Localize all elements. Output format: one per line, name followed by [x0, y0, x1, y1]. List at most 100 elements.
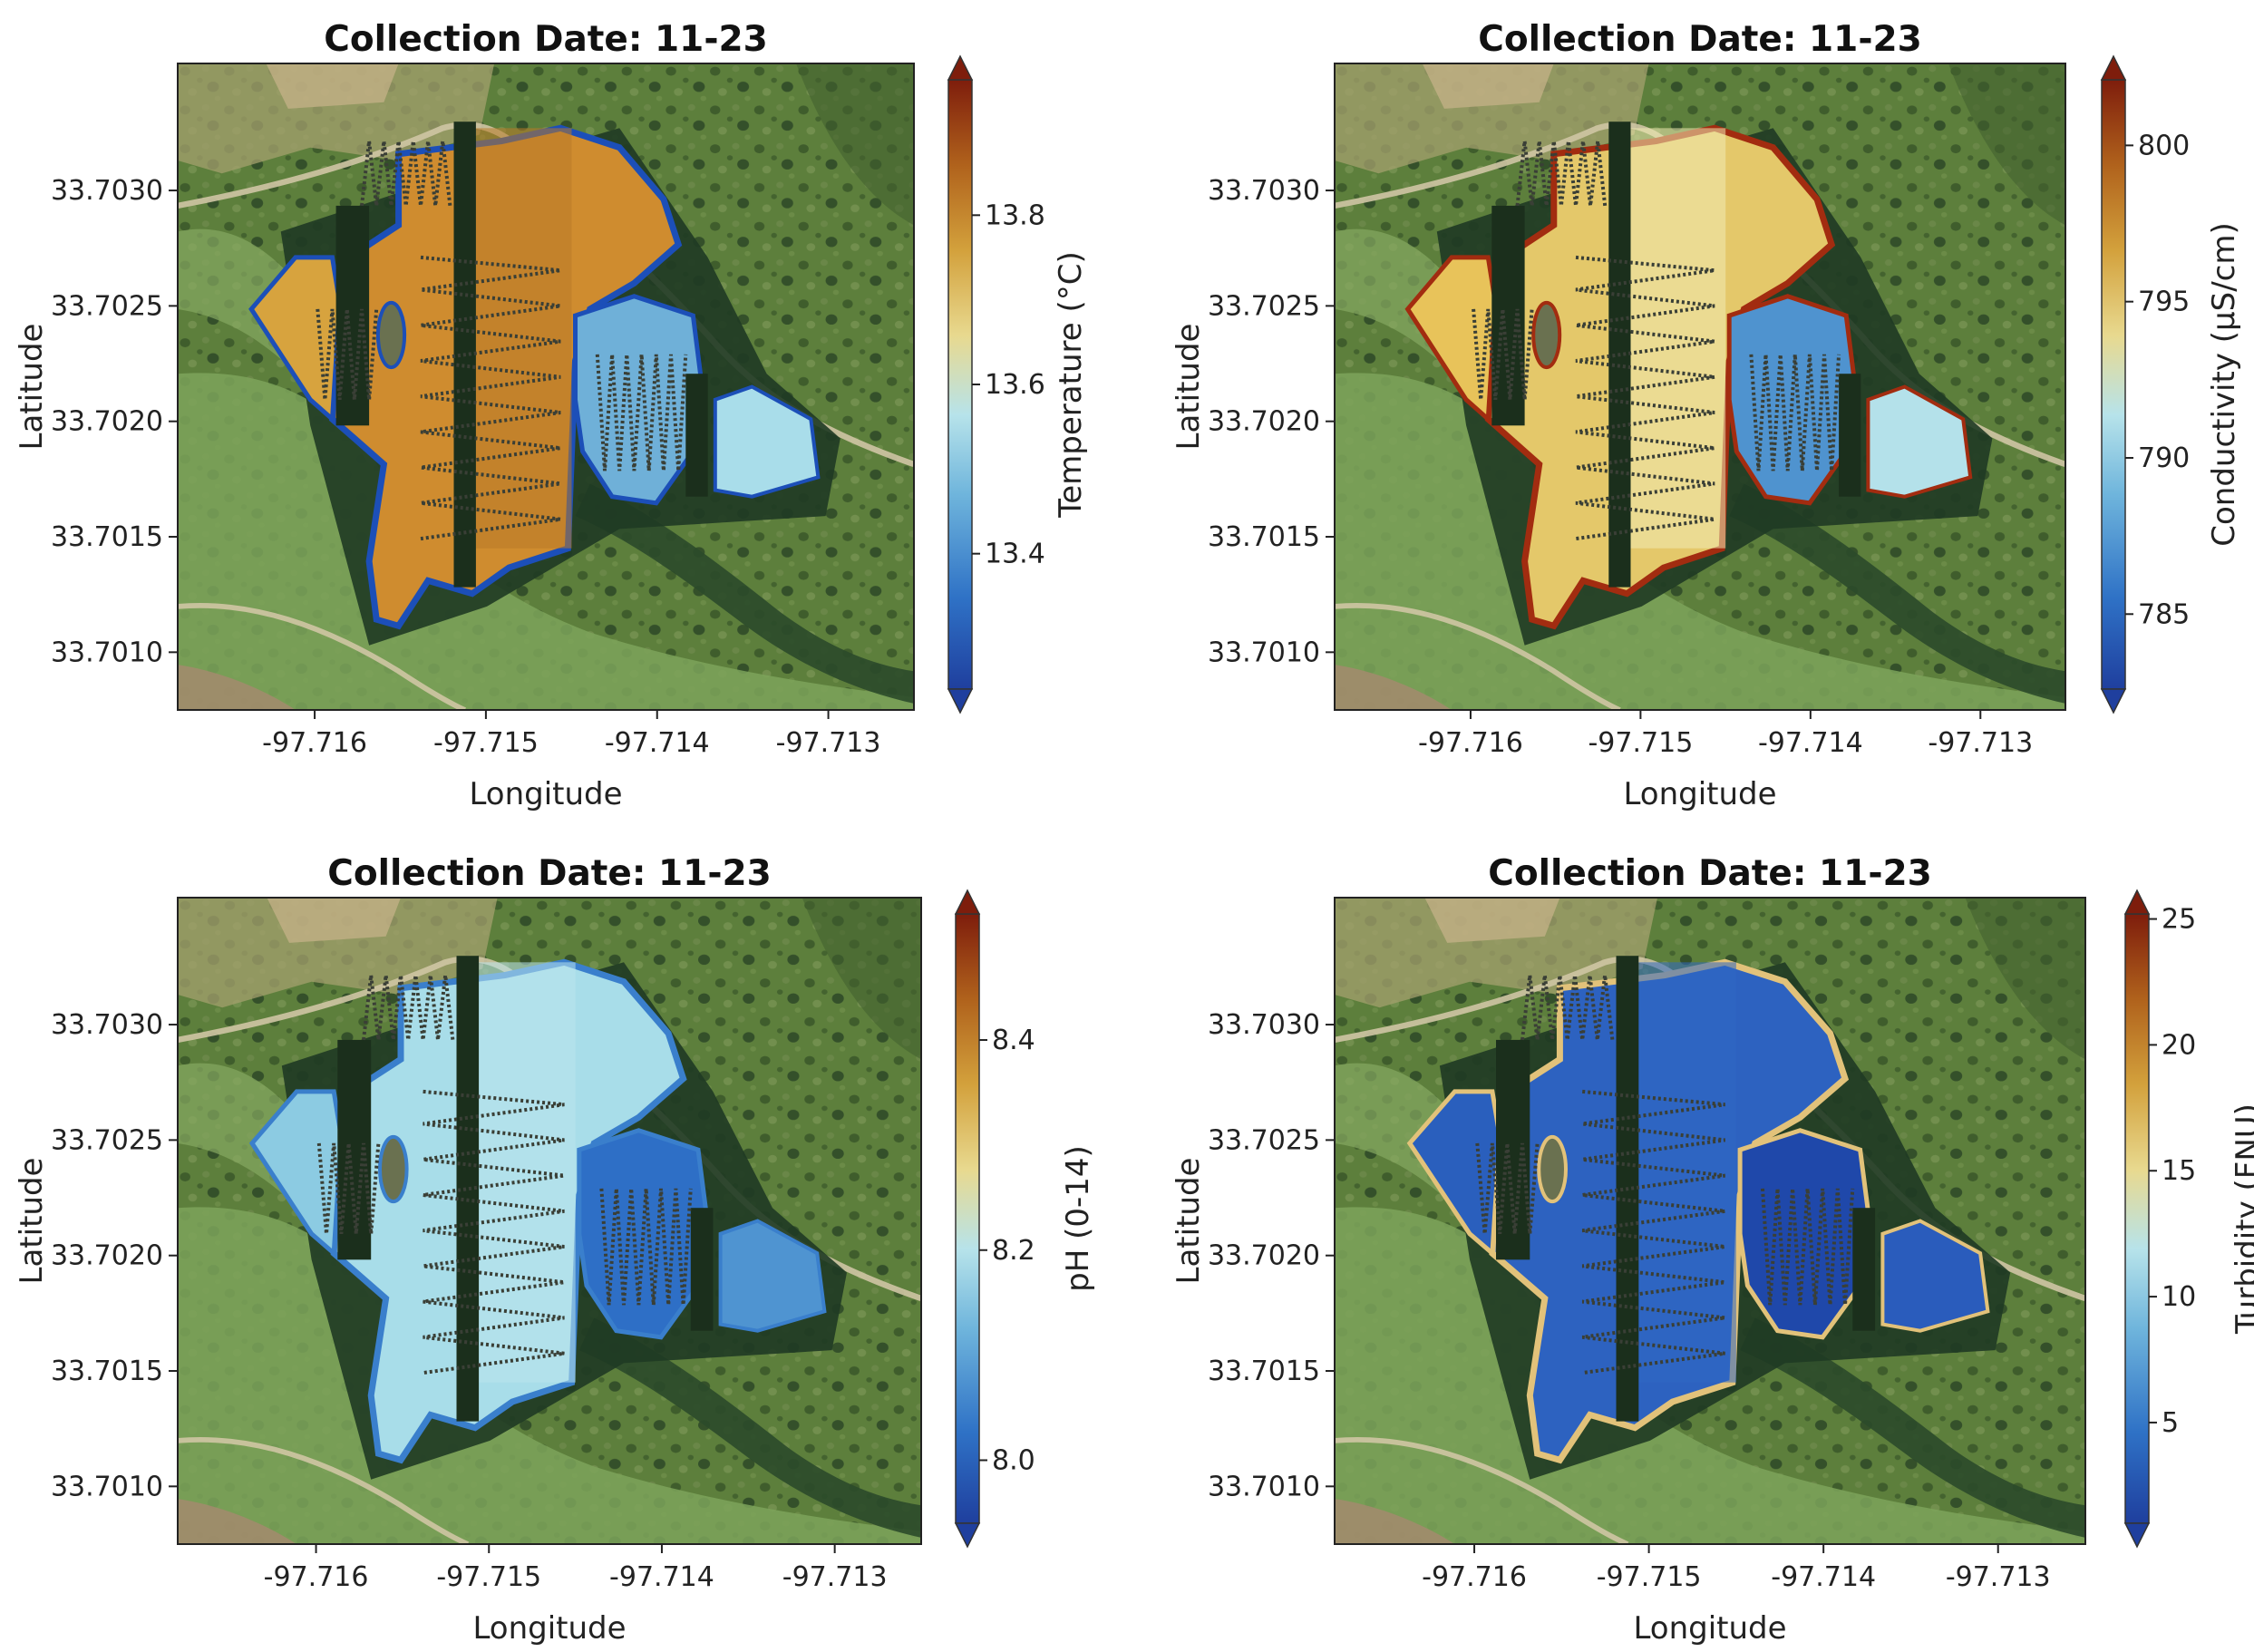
satellite-basemap	[178, 63, 914, 710]
data-gap	[1852, 1208, 1876, 1331]
x-axis-label: Longitude	[472, 1610, 626, 1647]
y-tick-label: 33.7020	[51, 1240, 163, 1272]
boat-track	[1581, 1089, 1725, 1375]
y-tick-label: 33.7030	[1208, 175, 1320, 207]
plot-frame	[177, 897, 922, 1545]
colorbar-tick-label: 785	[2138, 598, 2190, 630]
y-tick-label: 33.7025	[1208, 1124, 1320, 1156]
pond-tail-region	[718, 1219, 827, 1333]
boat-track	[1472, 308, 1534, 400]
boat-track	[316, 308, 379, 400]
y-tick-label: 33.7010	[1208, 1471, 1320, 1502]
pond-west-region	[248, 1089, 344, 1258]
x-tick-label: -97.713	[776, 727, 881, 759]
boat-track	[1761, 1188, 1855, 1306]
colorbar-tick-label: 15	[2162, 1155, 2196, 1187]
x-axis-label: Longitude	[1633, 1610, 1786, 1647]
pond-west-region	[248, 255, 343, 424]
boat-track	[1749, 354, 1841, 471]
panel-title: Collection Date: 11-23	[324, 19, 768, 60]
x-tick-label: -97.716	[264, 1561, 369, 1593]
sensor-overlay	[1404, 121, 1993, 646]
x-tick-label: -97.715	[1597, 1561, 1702, 1593]
y-tick-label: 33.7015	[1208, 521, 1320, 553]
y-axis-label: Latitude	[14, 1158, 50, 1285]
data-gap	[1839, 374, 1861, 497]
y-tick-label: 33.7020	[51, 406, 163, 438]
colorbar-tick-label: 8.4	[992, 1025, 1035, 1056]
y-tick-label: 33.7020	[1208, 1240, 1320, 1272]
colorbar-label: Turbidity (FNU)	[2230, 1103, 2254, 1335]
colorbar: 785 790 795 800 Conductivity (µS/cm)	[2100, 54, 2242, 714]
y-tick-label: 33.7010	[1208, 637, 1320, 668]
map-panel-1: Collection Date: 11-23 -97.716 -97.715 -97.…	[14, 19, 1089, 812]
x-axis-label: Longitude	[469, 776, 622, 812]
panel-title: Collection Date: 11-23	[1488, 853, 1932, 894]
map-panel-4: Collection Date: 11-23 -97.716 -97.715 -97.…	[1171, 853, 2254, 1647]
y-tick-label: 33.7030	[1208, 1009, 1320, 1041]
y-tick-label: 33.7030	[51, 1009, 163, 1041]
colorbar-label: Conductivity (µS/cm)	[2206, 222, 2242, 547]
island	[1531, 300, 1562, 370]
colorbar-max-arrow	[2100, 54, 2127, 81]
y-tick-label: 33.7015	[1208, 1356, 1320, 1387]
colorbar-min-arrow	[947, 688, 974, 714]
colorbar-tick-label: 13.8	[985, 199, 1045, 231]
x-tick-label: -97.714	[1758, 727, 1863, 759]
island	[378, 1134, 409, 1204]
pond-tail-region	[1866, 384, 1973, 499]
sensor-overlay	[1406, 956, 2011, 1480]
boat-track	[1475, 1142, 1540, 1234]
x-tick-label: -97.714	[1771, 1561, 1876, 1593]
colorbar: 5 10 15 20 25 Turbidity (FNU)	[2123, 889, 2254, 1549]
colorbar-label: Temperature (°C)	[1053, 251, 1089, 518]
boat-track	[599, 1188, 693, 1306]
island	[1537, 1134, 1569, 1204]
satellite-basemap	[1335, 898, 2085, 1544]
plot-frame	[177, 63, 915, 711]
colorbar-tick-label: 8.0	[992, 1444, 1035, 1476]
x-axis-label: Longitude	[1623, 776, 1776, 812]
x-tick-label: -97.716	[262, 727, 367, 759]
y-tick-label: 33.7015	[51, 521, 163, 553]
y-tick-label: 33.7010	[51, 637, 163, 668]
colorbar-tick-label: 25	[2162, 904, 2196, 936]
x-tick-label: -97.716	[1422, 1561, 1527, 1593]
x-tick-label: -97.713	[1928, 727, 2033, 759]
boat-track	[595, 354, 688, 471]
colorbar-tick-label: 10	[2162, 1281, 2196, 1313]
y-tick-label: 33.7030	[51, 175, 163, 207]
sensor-overlay	[248, 121, 840, 646]
pond-tail-region	[713, 384, 821, 499]
x-tick-label: -97.715	[436, 1561, 541, 1593]
y-tick-label: 33.7020	[1208, 406, 1320, 438]
colorbar-tick-label: 13.4	[985, 539, 1045, 570]
colorbar-tick-label: 8.2	[992, 1235, 1035, 1267]
colorbar-tick-label: 795	[2138, 287, 2190, 318]
colorbar-tick-label: 20	[2162, 1029, 2196, 1061]
x-tick-label: -97.714	[605, 727, 710, 759]
colorbar-max-arrow	[947, 54, 974, 81]
pond-tail-region	[1880, 1219, 1990, 1333]
y-tick-label: 33.7025	[1208, 290, 1320, 322]
pond-west-region	[1404, 255, 1498, 424]
y-axis-label: Latitude	[1171, 1158, 1207, 1285]
panel-title: Collection Date: 11-23	[1478, 19, 1922, 60]
y-tick-label: 33.7025	[51, 1124, 163, 1156]
sensor-overlay	[248, 956, 847, 1480]
data-gap	[690, 1208, 714, 1331]
map-panel-3: Collection Date: 11-23 -97.716 -97.715 -97.…	[14, 853, 1096, 1647]
colorbar-min-arrow	[2123, 1522, 2151, 1549]
colorbar-max-arrow	[2123, 889, 2151, 915]
y-tick-label: 33.7025	[51, 290, 163, 322]
y-axis-label: Latitude	[1171, 324, 1207, 451]
plot-frame	[1334, 897, 2086, 1545]
colorbar-min-arrow	[2100, 688, 2127, 714]
colorbar-max-arrow	[954, 889, 981, 915]
x-tick-label: -97.713	[782, 1561, 888, 1593]
y-axis-label: Latitude	[14, 324, 50, 451]
colorbar-label: pH (0-14)	[1060, 1145, 1096, 1292]
colorbar-tick-label: 5	[2162, 1407, 2179, 1439]
